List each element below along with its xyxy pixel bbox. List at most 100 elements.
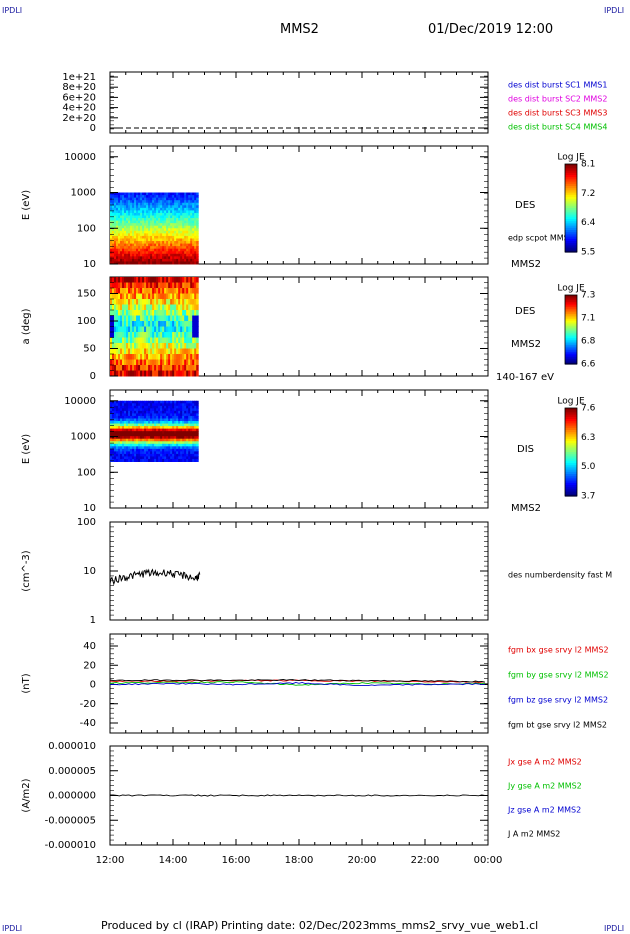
panel-2-spectrogram-cell: [148, 251, 151, 255]
panel-3-spectrogram-cell: [176, 370, 179, 377]
panel-2-spectrogram-cell: [166, 192, 169, 196]
panel-3-spectrogram-cell: [138, 293, 141, 300]
panel-4-spectrogram-cell: [144, 415, 147, 419]
panel-4-spectrogram-cell: [190, 423, 193, 427]
panel-4-spectrogram-cell: [188, 421, 191, 425]
panel-2-spectrogram-cell: [122, 223, 125, 227]
panel-4-spectrogram-cell: [126, 456, 129, 460]
panel-3-spectrogram-cell: [182, 370, 185, 377]
panel-3-spectrogram-cell: [178, 321, 181, 327]
panel-3-spectrogram-cell: [110, 321, 113, 327]
panel-4-spectrogram-cell: [182, 413, 185, 417]
panel-2-spectrogram-cell: [182, 202, 185, 206]
legend-j-a-m2-mms2: J A m2 MMS2: [507, 830, 560, 839]
panel-4-spectrogram-cell: [134, 400, 137, 404]
panel-3-spectrogram-cell: [190, 282, 193, 289]
panel-2-spectrogram-cell: [170, 210, 173, 214]
panel-4-spectrogram-cell: [120, 413, 123, 417]
panel-2-spectrogram-cell: [164, 235, 167, 239]
panel-3-spectrogram-cell: [112, 282, 115, 289]
panel-2-spectrogram-cell: [196, 220, 199, 224]
panel-3-spectrogram-cell: [168, 354, 171, 360]
panel-3-spectrogram-cell: [176, 332, 179, 338]
panel-3-spectrogram-cell: [118, 370, 121, 377]
panel-2-spectrogram-cell: [126, 238, 129, 242]
panel-2-spectrogram-cell: [124, 228, 127, 232]
panel-4-spectrogram-cell: [110, 436, 113, 440]
panel-2-spectrogram-cell: [148, 228, 151, 232]
panel-4-spectrogram-cell: [176, 456, 179, 460]
panel-2-spectrogram-cell: [188, 253, 191, 257]
panel-4-spectrogram-cell: [136, 448, 139, 452]
panel-2-spectrogram-cell: [170, 202, 173, 206]
panel-2-spectrogram-cell: [146, 261, 149, 265]
panel-4-spectrogram-cell: [142, 403, 145, 407]
panel-2-colorbar-cell: [565, 194, 577, 198]
panel-3-spectrogram-cell: [170, 332, 173, 338]
panel-3-spectrogram-cell: [140, 354, 143, 360]
panel-3-spectrogram-cell: [180, 365, 183, 371]
panel-2-spectrogram-cell: [138, 248, 141, 252]
panel-4-spectrogram-cell: [128, 423, 131, 427]
panel-4-spectrogram-cell: [132, 446, 135, 450]
panel-2-spectrogram-cell: [152, 212, 155, 216]
panel-2-spectrogram-cell: [134, 246, 137, 250]
panel-3-spectrogram-cell: [184, 288, 187, 294]
panel-3-spectrogram-cell: [156, 359, 159, 366]
panel-4-spectrogram-cell: [186, 405, 189, 409]
panel-3-spectrogram-cell: [148, 348, 151, 355]
panel-4-spectrogram-cell: [182, 436, 185, 440]
panel-4-spectrogram-cell: [152, 443, 155, 447]
panel-4-spectrogram-cell: [142, 415, 145, 419]
panel-3-spectrogram-cell: [164, 293, 167, 300]
panel-2-spectrogram-cell: [170, 215, 173, 219]
panel-4-spectrogram-cell: [112, 423, 115, 427]
panel-4-spectrogram-cell: [134, 426, 137, 430]
panel-4-spectrogram-cell: [112, 433, 115, 437]
panel-2-spectrogram-cell: [196, 212, 199, 216]
panel-4-spectrogram-cell: [124, 428, 127, 432]
panel-4-spectrogram-cell: [174, 453, 177, 457]
panel-3-spectrogram-cell: [142, 332, 145, 338]
panel-4-spectrogram-cell: [192, 415, 195, 419]
panel-3-spectrogram-cell: [120, 326, 123, 333]
panel-2-spectrogram-cell: [180, 210, 183, 214]
panel-2-spectrogram-cell: [158, 207, 161, 211]
panel-3-spectrogram-cell: [164, 315, 167, 322]
panel-2-spectrogram-cell: [194, 218, 197, 222]
panel-2-spectrogram-cell: [128, 258, 131, 262]
panel-2-spectrogram-cell: [190, 192, 193, 196]
panel-4-spectrogram-cell: [144, 456, 147, 460]
panel-2-spectrogram-cell: [180, 197, 183, 201]
panel-2-spectrogram-cell: [116, 225, 119, 229]
panel-2-spectrogram-cell: [174, 228, 177, 232]
panel-2-spectrogram-cell: [128, 215, 131, 219]
panel-4-spectrogram-cell: [170, 400, 173, 404]
panel-4-spectrogram-cell: [158, 456, 161, 460]
panel-3-spectrogram-cell: [110, 288, 113, 294]
panel-4-spectrogram-cell: [158, 458, 161, 462]
panel-4-spectrogram-cell: [166, 408, 169, 412]
panel-4-spectrogram-cell: [132, 400, 135, 404]
panel-2-spectrogram-cell: [142, 220, 145, 224]
panel-3-spectrogram-cell: [130, 321, 133, 327]
panel-2-spectrogram-cell: [160, 200, 163, 204]
panel-2-spectrogram-cell: [146, 251, 149, 255]
panel-3-spectrogram-cell: [140, 343, 143, 349]
panel-3-spectrogram-cell: [182, 343, 185, 349]
panel-2-y-tick-label: 10: [83, 259, 96, 270]
panel-4-colorbar-frame: [564, 407, 578, 497]
panel-3-spectrogram-cell: [138, 348, 141, 355]
panel-2-spectrogram-cell: [132, 246, 135, 250]
panel-4-spectrogram-cell: [116, 426, 119, 430]
panel-3-spectrogram-cell: [144, 348, 147, 355]
panel-3-spectrogram-cell: [188, 348, 191, 355]
panel-3-spectrogram-cell: [116, 343, 119, 349]
panel-2-spectrogram-cell: [136, 238, 139, 242]
panel-3-spectrogram-cell: [150, 321, 153, 327]
panel-2-spectrogram-cell: [172, 202, 175, 206]
panel-2-colorbar-cell: [565, 219, 577, 222]
panel-4-spectrogram-cell: [160, 438, 163, 442]
panel-3-spectrogram-cell: [138, 337, 141, 344]
panel-2-spectrogram-cell: [144, 248, 147, 252]
